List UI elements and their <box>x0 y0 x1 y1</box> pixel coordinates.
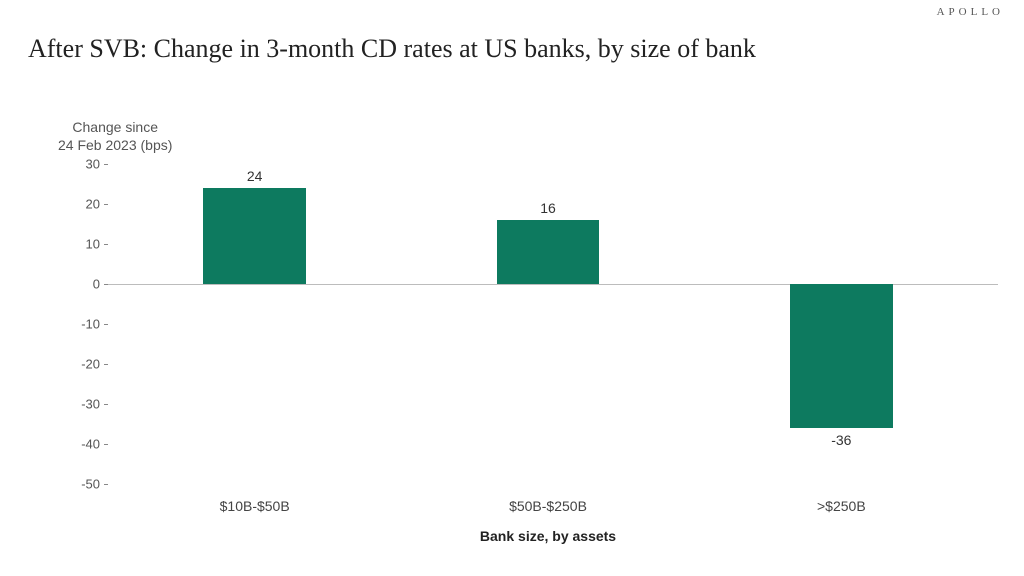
y-tick-label: -10 <box>81 317 100 332</box>
x-category-label: $50B-$250B <box>509 498 587 514</box>
bar-value-label: 16 <box>540 200 556 216</box>
y-tick-label: 10 <box>86 237 100 252</box>
y-tick-label: 0 <box>93 277 100 292</box>
y-tick-label: -50 <box>81 477 100 492</box>
y-tick-mark <box>104 404 108 405</box>
y-tick-mark <box>104 444 108 445</box>
y-tick-mark <box>104 364 108 365</box>
y-axis-title: Change since 24 Feb 2023 (bps) <box>58 118 172 154</box>
y-tick-mark <box>104 324 108 325</box>
bar <box>790 284 893 428</box>
y-tick-mark <box>104 204 108 205</box>
y-tick-label: -20 <box>81 357 100 372</box>
plot-area: Bank size, by assets 3020100-10-20-30-40… <box>108 164 988 484</box>
x-axis-title: Bank size, by assets <box>480 528 616 544</box>
y-tick-label: -40 <box>81 437 100 452</box>
y-tick-label: 20 <box>86 197 100 212</box>
bar-value-label: 24 <box>247 168 263 184</box>
y-tick-mark <box>104 484 108 485</box>
chart: Change since 24 Feb 2023 (bps) Bank size… <box>28 100 998 540</box>
x-category-label: $10B-$50B <box>220 498 290 514</box>
page: APOLLO After SVB: Change in 3-month CD r… <box>0 0 1024 576</box>
y-tick-mark <box>104 244 108 245</box>
chart-title: After SVB: Change in 3-month CD rates at… <box>28 34 756 64</box>
y-tick-label: 30 <box>86 157 100 172</box>
x-category-label: >$250B <box>817 498 866 514</box>
bar <box>203 188 306 284</box>
bar <box>497 220 600 284</box>
y-tick-label: -30 <box>81 397 100 412</box>
brand-logo: APOLLO <box>937 6 1004 18</box>
y-tick-mark <box>104 164 108 165</box>
bar-value-label: -36 <box>831 432 851 448</box>
